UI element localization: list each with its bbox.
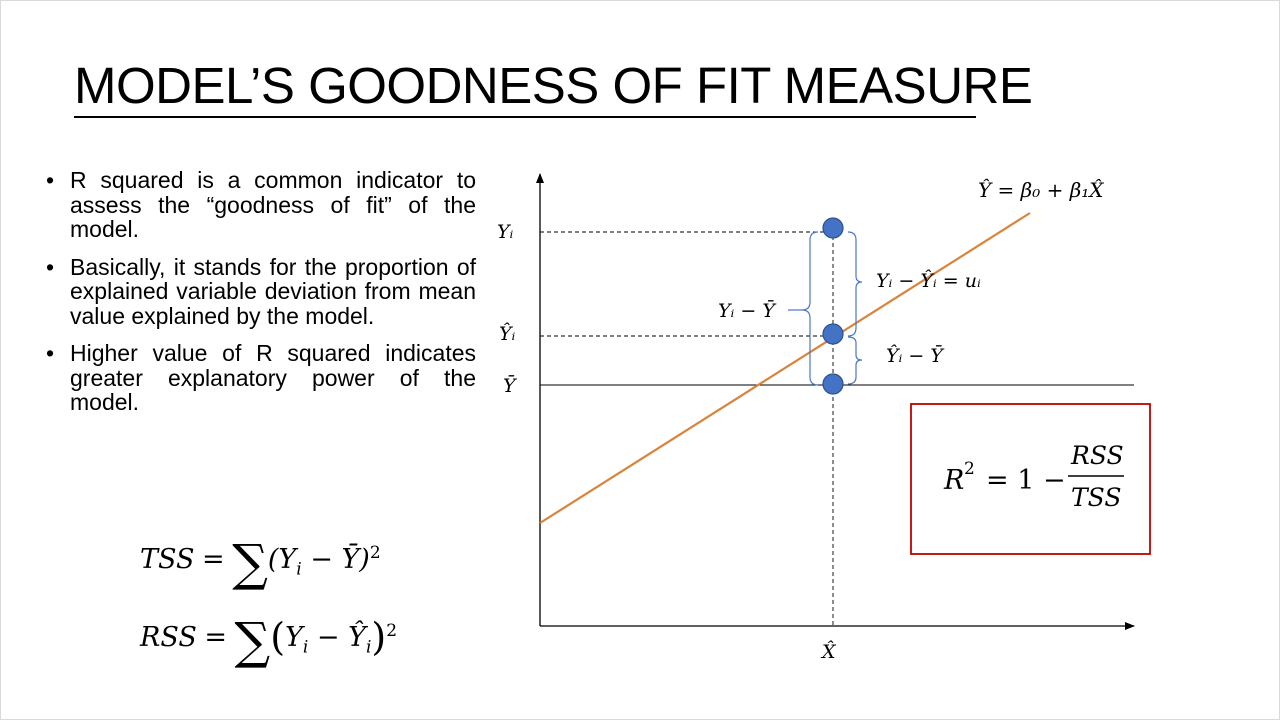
explained-deviation-label: Ŷᵢ − Ȳ (886, 344, 945, 367)
r2-sup: 2 (964, 459, 975, 479)
tss-sup: 2 (369, 543, 381, 563)
total-deviation-brace (801, 231, 819, 386)
rss-sup: 2 (386, 621, 398, 641)
y-label-yhat: Ŷᵢ (499, 322, 516, 345)
tss-lhs: TSS (140, 544, 195, 575)
total-deviation-label: Yᵢ − Ȳ (718, 299, 777, 322)
bullet-text: Higher value of R squared indicates grea… (70, 340, 476, 415)
tss-equals: = (202, 544, 225, 575)
tss-formula: TSS = ∑(Yi − Ȳ)2 (140, 534, 381, 592)
rss-sum-symbol: ∑ (234, 612, 271, 670)
residual-label: Yᵢ − Ŷᵢ = uᵢ (876, 269, 981, 292)
r2-numerator: RSS (1070, 441, 1124, 470)
rss-open-paren: ( (270, 615, 286, 659)
bullet-text: R squared is a common indicator to asses… (70, 167, 476, 242)
rss-yhat: Ŷ (348, 622, 366, 653)
r-squared-box (910, 403, 1151, 555)
residual-brace (847, 231, 863, 337)
bullet-icon: • (46, 167, 55, 193)
rss-formula: RSS = ∑(Yi − Ŷi)2 (140, 612, 397, 670)
regression-line (539, 212, 1031, 524)
explained-brace (847, 336, 863, 385)
tss-sum-symbol: ∑ (232, 534, 268, 592)
r2-lhs: R (943, 465, 964, 496)
rss-minus: − (308, 622, 349, 653)
bullet-list: • R squared is a common indicator to ass… (46, 168, 476, 428)
regression-equation-label: Ŷ = β₀ + β₁X̂ (978, 178, 1104, 202)
tss-body: (Y (267, 544, 297, 575)
tss-rest: − Ȳ) (301, 544, 370, 575)
bullet-item: • Basically, it stands for the proportio… (46, 253, 476, 329)
data-point-ybar (822, 373, 844, 395)
data-point-yhat (822, 323, 844, 345)
tss-sub: i (296, 559, 302, 580)
bullet-icon: • (46, 253, 55, 280)
rss-sub2: i (365, 637, 372, 658)
y-label-yi: Yᵢ (497, 221, 514, 243)
rss-close-paren: ) (371, 615, 387, 659)
x-label-xhat: X̂ (820, 641, 837, 663)
bullet-item: • R squared is a common indicator to ass… (46, 168, 476, 242)
bullet-text: Basically, it stands for the proportion … (70, 253, 476, 329)
data-point-yi (822, 217, 844, 239)
r2-denominator: TSS (1071, 483, 1122, 512)
slide-title: MODEL’S GOODNESS OF FIT MEASURE (74, 56, 1033, 118)
rss-lhs: RSS (140, 622, 197, 653)
bullet-item: • Higher value of R squared indicates gr… (46, 341, 476, 415)
rss-y: Y (285, 622, 303, 653)
rss-equals: = (204, 622, 227, 653)
r2-equals: = 1 − (986, 465, 1066, 496)
bullet-icon: • (46, 340, 55, 366)
rss-sub: i (302, 637, 309, 658)
y-label-ybar: Ȳ (503, 374, 518, 397)
